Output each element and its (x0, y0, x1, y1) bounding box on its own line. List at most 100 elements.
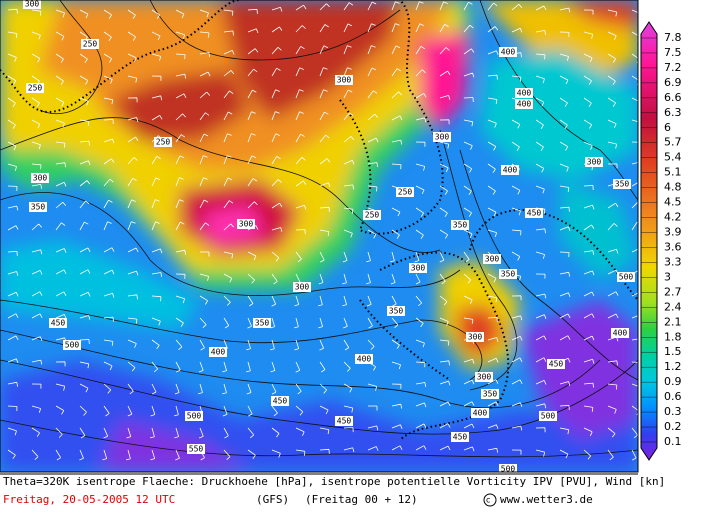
contour-label-bg (409, 263, 427, 273)
contour-label-bg (547, 359, 565, 369)
contour-label-bg (451, 220, 469, 230)
colorbar-label: 1.8 (664, 330, 682, 343)
colorbar-label: 3 (664, 270, 671, 283)
contour-label: 450 (549, 360, 564, 369)
colorbar-label: 0.6 (664, 390, 682, 403)
contour-label-bg (187, 444, 205, 454)
contour-label-bg (475, 372, 493, 382)
contour-label: 350 (389, 307, 404, 316)
contour-label-bg (499, 464, 517, 472)
contour-label: 350 (255, 319, 270, 328)
contour-label: 400 (501, 48, 516, 57)
contour-label: 250 (156, 138, 171, 147)
contour-label: 300 (587, 158, 602, 167)
contour-label-bg (471, 408, 489, 418)
colorbar-label: 6.9 (664, 76, 682, 89)
colorbar-label: 3.9 (664, 226, 682, 239)
footer-source: www.wetter3.de (500, 493, 593, 506)
contour-label: 350 (615, 180, 630, 189)
colorbar-label: 0.3 (664, 405, 682, 418)
contour-label-bg (154, 137, 172, 147)
contour-label: 250 (398, 188, 413, 197)
contour-label-bg (396, 187, 414, 197)
contour-label: 400 (517, 100, 532, 109)
contour-label-bg (63, 340, 81, 350)
colorbar-label: 4.5 (664, 196, 682, 209)
footer-model: (GFS) (256, 493, 289, 506)
colorbar-label: 7.8 (664, 31, 682, 44)
contour-label: 450 (337, 417, 352, 426)
contour-label: 450 (453, 433, 468, 442)
contour-label-bg (515, 99, 533, 109)
contour-label: 400 (613, 329, 628, 338)
contour-label: 300 (295, 283, 310, 292)
contour-label-bg (31, 173, 49, 183)
colorbar-label: 4.8 (664, 181, 682, 194)
contour-label-bg (525, 208, 543, 218)
contour-label: 500 (541, 412, 556, 421)
contour-label-bg (253, 318, 271, 328)
contour-label: 350 (31, 203, 46, 212)
colorbar-label: 3.6 (664, 240, 682, 253)
contour-label: 500 (501, 465, 516, 474)
contour-label: 400 (211, 348, 226, 357)
contour-label-bg (209, 347, 227, 357)
contour-label-bg (433, 132, 451, 142)
contour-label: 550 (189, 445, 204, 454)
contour-label-bg (185, 411, 203, 421)
colorbar-label: 3.3 (664, 255, 682, 268)
colorbar-label: 5.7 (664, 136, 682, 149)
contour-label-bg (613, 179, 631, 189)
contour-label-bg (481, 389, 499, 399)
contour-label-bg (539, 411, 557, 421)
contour-label: 250 (28, 84, 43, 93)
contour-label: 350 (483, 390, 498, 399)
contour-label: 300 (477, 373, 492, 382)
contour-label-bg (335, 416, 353, 426)
contour-label: 300 (25, 0, 40, 9)
footer-run: (Freitag 00 + 12) (305, 493, 418, 506)
contour-label-bg (617, 272, 635, 282)
colorbar-label: 0.9 (664, 375, 682, 388)
contour-label-bg (483, 254, 501, 264)
contour-label: 450 (51, 319, 66, 328)
contour-label: 400 (357, 355, 372, 364)
contour-label: 300 (485, 255, 500, 264)
contour-label: 350 (501, 270, 516, 279)
contour-label-bg (335, 75, 353, 85)
contour-label-bg (237, 219, 255, 229)
contour-label: 300 (468, 333, 483, 342)
copyright-icon (483, 493, 497, 507)
contour-label: 350 (453, 221, 468, 230)
colorbar-label: 5.4 (664, 151, 682, 164)
colorbar-label: 6.3 (664, 106, 682, 119)
contour-label: 300 (435, 133, 450, 142)
contour-label-bg (499, 269, 517, 279)
wind-barbs (7, 1, 638, 461)
map-frame (0, 0, 639, 473)
colorbar-label: 2.7 (664, 285, 682, 298)
colorbar-label: 5.1 (664, 166, 682, 179)
contour-label: 500 (187, 412, 202, 421)
colorbar-label: 0.1 (664, 435, 682, 448)
contour-label: 300 (33, 174, 48, 183)
contour-label-bg (387, 306, 405, 316)
copyright-c: c (486, 496, 490, 505)
contour-label: 500 (65, 341, 80, 350)
contour-label: 450 (273, 397, 288, 406)
contour-label-bg (585, 157, 603, 167)
map-area: 3002502502503003003503002502503003003003… (0, 0, 638, 474)
colorbar-label: 7.2 (664, 61, 682, 74)
colorbar-label: 0.2 (664, 420, 682, 433)
contour-label-bg (81, 39, 99, 49)
contour-label-bg (355, 354, 373, 364)
contour-label: 300 (411, 264, 426, 273)
contour-label: 250 (83, 40, 98, 49)
contour-label: 400 (473, 409, 488, 418)
colorbar-label: 1.5 (664, 345, 682, 358)
contour-label-bg (29, 202, 47, 212)
colorbar-label: 1.2 (664, 360, 682, 373)
footer-date: Freitag, 20-05-2005 12 UTC (3, 493, 175, 506)
colorbar-bar (640, 21, 658, 461)
